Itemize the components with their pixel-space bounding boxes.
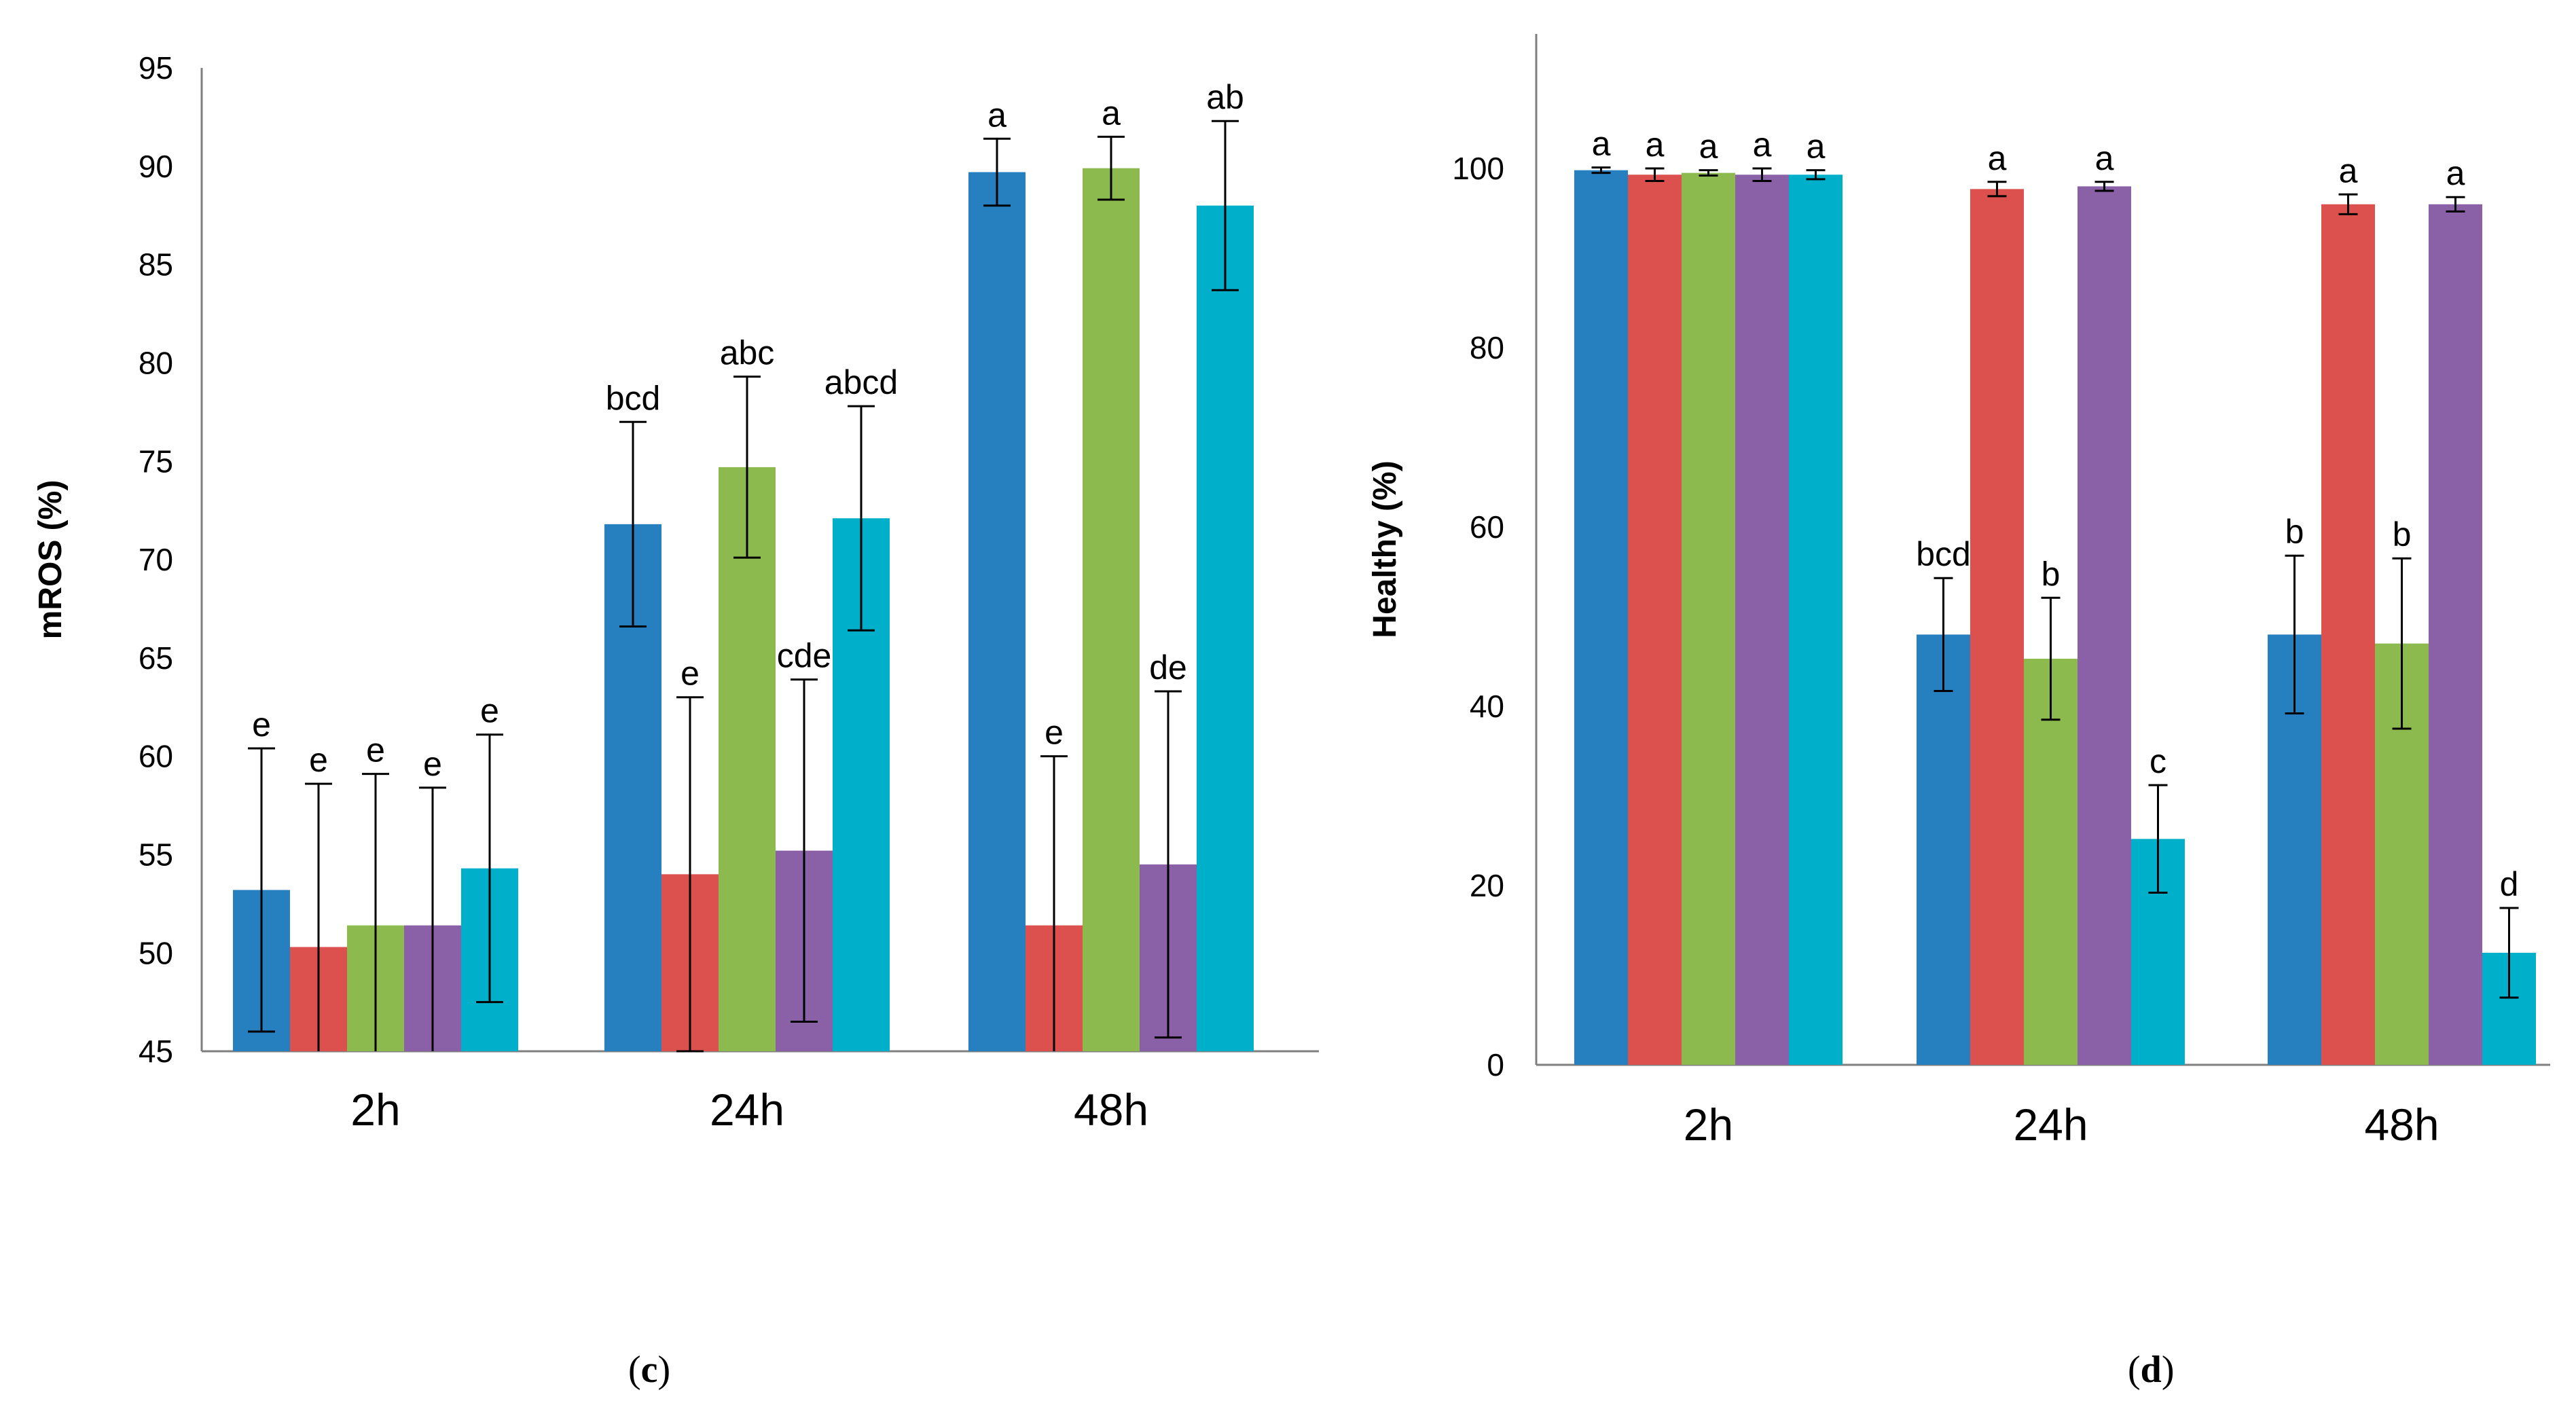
bar-24h-series-4 bbox=[2078, 186, 2131, 1065]
significance-label: b bbox=[2393, 515, 2412, 553]
y-tick-label: 80 bbox=[139, 346, 173, 381]
panel-label-c: (c) bbox=[628, 1349, 671, 1391]
y-tick-label: 40 bbox=[1470, 689, 1504, 724]
x-tick-label-24h: 24h bbox=[710, 1085, 784, 1135]
bar-2h-series-3 bbox=[1682, 172, 1735, 1066]
significance-label: e bbox=[423, 745, 442, 783]
y-axis-label: mROS (%) bbox=[33, 480, 69, 640]
significance-label: d bbox=[2500, 865, 2519, 903]
y-tick-label: 20 bbox=[1470, 868, 1504, 903]
x-tick-label-2h: 2h bbox=[1684, 1099, 1733, 1150]
y-tick-label: 100 bbox=[1452, 151, 1504, 186]
bar-48h-series-2 bbox=[2321, 204, 2375, 1065]
significance-label: ab bbox=[1206, 78, 1244, 116]
y-tick-label: 75 bbox=[139, 443, 173, 479]
significance-label: bcd bbox=[606, 379, 661, 417]
x-tick-label-48h: 48h bbox=[1074, 1085, 1148, 1135]
y-tick-label: 70 bbox=[139, 542, 173, 577]
y-tick-label: 50 bbox=[139, 935, 173, 970]
bar-48h-series-5 bbox=[1197, 205, 1254, 1052]
significance-label: b bbox=[2285, 513, 2304, 551]
significance-label: bcd bbox=[1916, 535, 1971, 573]
significance-label: a bbox=[2446, 154, 2465, 192]
significance-label: c bbox=[2149, 742, 2166, 780]
significance-label: a bbox=[1988, 139, 2007, 177]
significance-label: e bbox=[681, 655, 700, 693]
significance-label: e bbox=[1045, 714, 1064, 752]
significance-label: abcd bbox=[824, 363, 898, 401]
significance-label: a bbox=[1699, 128, 1718, 166]
bar-48h-series-4 bbox=[2429, 204, 2482, 1065]
bar-24h-series-3 bbox=[719, 467, 776, 1051]
y-tick-label: 60 bbox=[1470, 509, 1504, 545]
y-tick-label: 90 bbox=[139, 149, 173, 184]
bar-2h-series-1 bbox=[1574, 170, 1628, 1065]
significance-label: e bbox=[366, 731, 385, 769]
y-tick-label: 55 bbox=[139, 837, 173, 873]
x-tick-label-24h: 24h bbox=[2013, 1099, 2088, 1150]
x-tick-label-2h: 2h bbox=[350, 1085, 400, 1135]
significance-label: e bbox=[252, 706, 271, 744]
bar-24h-series-3 bbox=[2024, 659, 2078, 1065]
bar-48h-series-1 bbox=[968, 172, 1026, 1051]
bar-48h-series-3 bbox=[1083, 168, 1140, 1051]
x-tick-label-48h: 48h bbox=[2364, 1099, 2439, 1150]
significance-label: a bbox=[1807, 128, 1826, 166]
significance-label: e bbox=[309, 741, 328, 779]
y-tick-label: 85 bbox=[139, 247, 173, 283]
significance-label: abc bbox=[720, 334, 775, 372]
significance-label: b bbox=[2042, 555, 2061, 593]
y-tick-label: 80 bbox=[1470, 330, 1504, 365]
y-tick-label: 60 bbox=[139, 739, 173, 774]
y-tick-label: 0 bbox=[1487, 1047, 1504, 1082]
significance-label: a bbox=[1102, 94, 1121, 132]
bar-2h-series-4 bbox=[1735, 175, 1789, 1065]
y-tick-label: 65 bbox=[139, 640, 173, 676]
significance-label: a bbox=[1592, 125, 1611, 163]
significance-label: a bbox=[2339, 151, 2358, 189]
significance-label: a bbox=[1646, 126, 1665, 164]
bar-2h-series-2 bbox=[1628, 175, 1682, 1065]
bar-24h-series-2 bbox=[1970, 189, 2024, 1065]
bar-24h-series-1 bbox=[1917, 634, 1970, 1065]
significance-label: a bbox=[987, 96, 1006, 134]
significance-label: e bbox=[480, 692, 499, 730]
y-tick-label: 95 bbox=[139, 50, 173, 86]
significance-label: cde bbox=[777, 637, 832, 675]
bar-2h-series-5 bbox=[1789, 175, 1843, 1065]
panel-label-d: (d) bbox=[2128, 1349, 2175, 1391]
significance-label: a bbox=[1753, 126, 1772, 164]
significance-label: a bbox=[2095, 139, 2114, 177]
significance-label: de bbox=[1149, 649, 1187, 687]
y-axis-label: Healthy (%) bbox=[1367, 460, 1403, 638]
y-tick-label: 45 bbox=[139, 1034, 173, 1069]
